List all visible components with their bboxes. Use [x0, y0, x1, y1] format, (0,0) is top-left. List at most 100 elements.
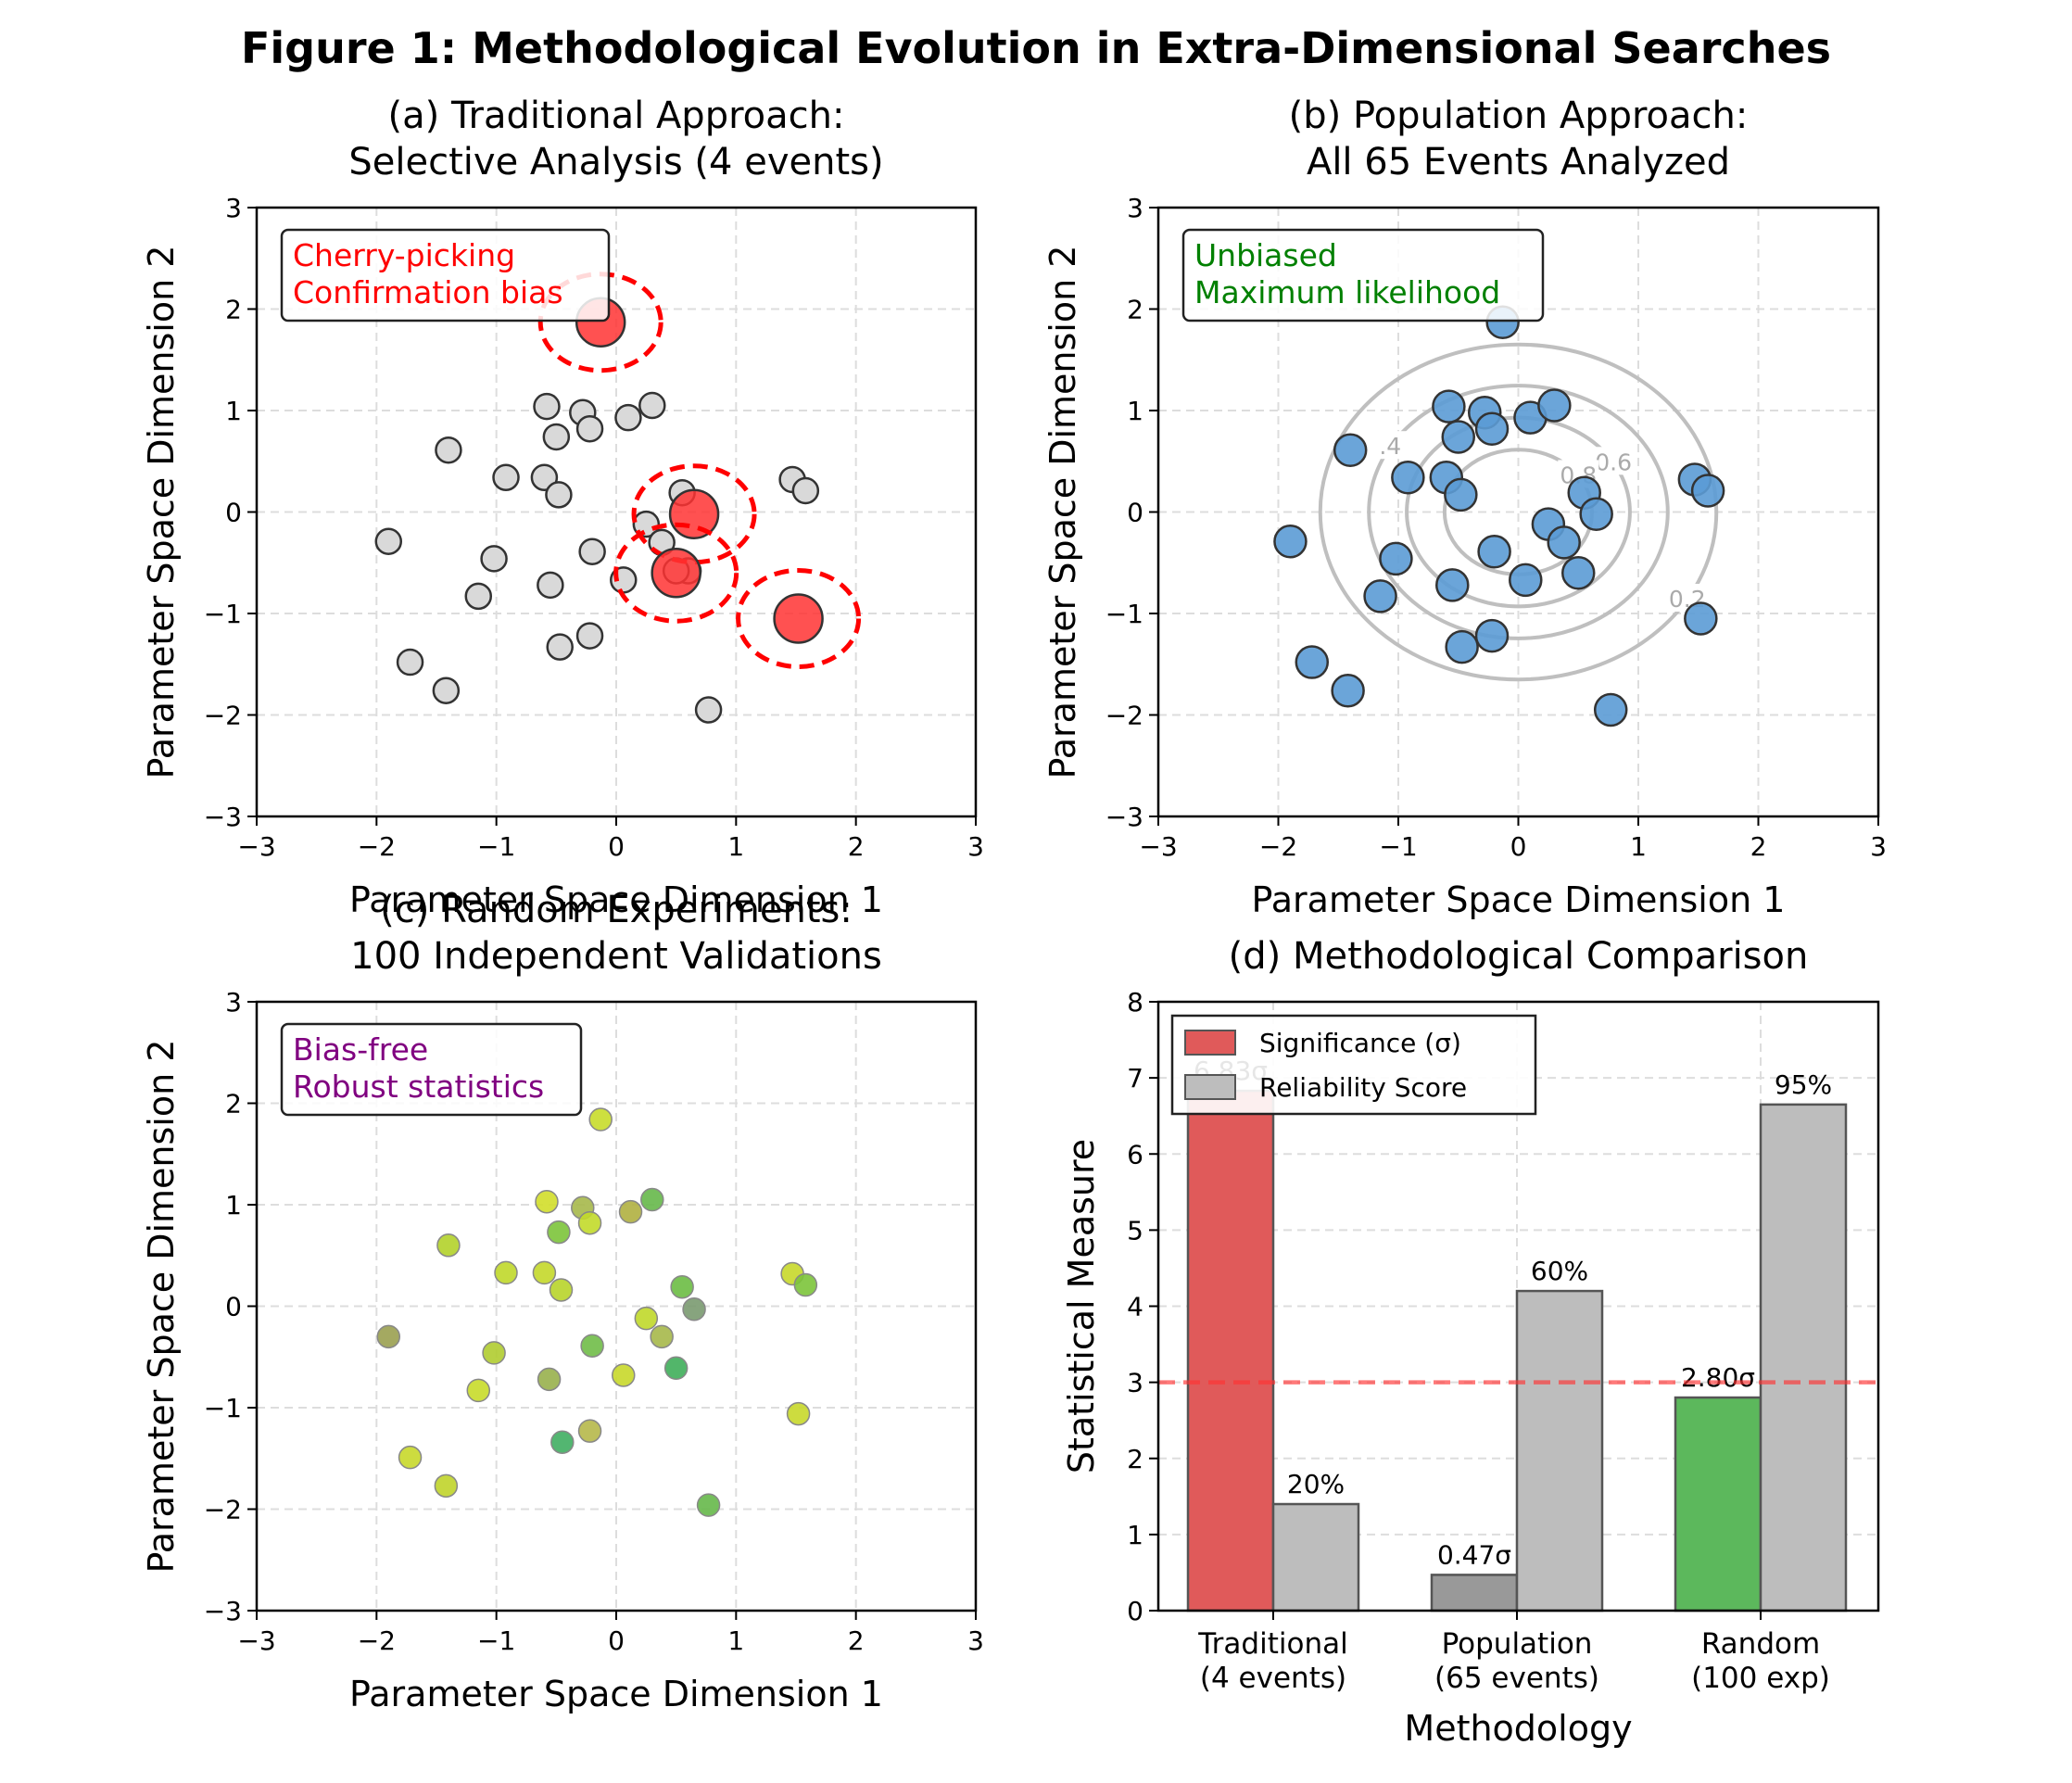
- y-tick-label: 0: [225, 1292, 242, 1322]
- y-tick-label: −3: [1105, 802, 1143, 832]
- background-event-point: [575, 622, 604, 650]
- x-tick-label: 0: [608, 1625, 625, 1656]
- event-point: [1684, 601, 1718, 636]
- background-event-point: [480, 545, 508, 573]
- experiment-point: [436, 1233, 461, 1258]
- category-label-line-1: Traditional: [1197, 1627, 1347, 1661]
- event-point: [1579, 497, 1613, 531]
- experiment-point: [537, 1367, 562, 1392]
- x-tick-label: 1: [727, 831, 744, 862]
- annotation-line: Cherry-picking: [293, 237, 515, 273]
- contour-label-bg: [1593, 447, 1635, 475]
- y-tick-label: 1: [1127, 396, 1143, 426]
- x-tick-label: −3: [237, 1625, 275, 1656]
- reliability-value-label: 20%: [1287, 1469, 1345, 1499]
- panel-title-line-1: (b) Population Approach:: [1289, 95, 1749, 137]
- x-tick-label: 2: [848, 1625, 865, 1656]
- background-event-point: [638, 391, 666, 420]
- background-event-point: [545, 481, 573, 509]
- event-point: [1474, 411, 1510, 446]
- annotation-box: [1181, 228, 1545, 322]
- contour-line: [1318, 342, 1719, 682]
- panel-title-line-2: 100 Independent Validations: [350, 935, 882, 978]
- reliability-bar: [1759, 1103, 1848, 1612]
- panel-title-line-2: All 65 Events Analyzed: [1307, 141, 1730, 183]
- y-tick-label: 4: [1127, 1292, 1143, 1322]
- experiment-point: [547, 1220, 571, 1245]
- background-event-point: [614, 403, 642, 432]
- experiment-point: [634, 1306, 659, 1331]
- y-axis-label: Parameter Space Dimension 2: [141, 1040, 182, 1574]
- x-axis-label: Methodology: [1404, 1708, 1632, 1749]
- background-event-point: [546, 633, 574, 661]
- event-point: [1509, 563, 1543, 598]
- experiment-point: [535, 1189, 559, 1214]
- event-point: [1561, 555, 1596, 590]
- x-tick-label: −3: [1139, 831, 1177, 862]
- background-event-point: [578, 537, 606, 565]
- category-label-line-2: (4 events): [1200, 1662, 1346, 1695]
- legend-label-significance: Significance (σ): [1259, 1028, 1461, 1058]
- x-tick-label: −3: [237, 831, 275, 862]
- y-tick-label: −2: [1105, 701, 1143, 731]
- significance-value-label: 2.80σ: [1681, 1362, 1755, 1393]
- significance-bar: [1186, 1089, 1275, 1612]
- experiment-point: [577, 1419, 602, 1443]
- annotation-line: Unbiased: [1194, 237, 1337, 273]
- event-point: [1690, 474, 1725, 508]
- y-tick-label: 2: [1127, 295, 1143, 325]
- event-point: [1444, 477, 1478, 512]
- experiment-point: [696, 1493, 721, 1517]
- annotation-box: [280, 228, 611, 322]
- y-tick-label: −1: [1105, 599, 1143, 629]
- background-event-point: [533, 392, 561, 421]
- x-tick-label: 0: [1510, 831, 1527, 862]
- significance-bar: [1430, 1574, 1519, 1612]
- event-point: [1441, 420, 1475, 454]
- category-label-line-2: (65 events): [1434, 1662, 1599, 1695]
- selection-ring: [736, 567, 862, 669]
- y-tick-label: −2: [204, 1495, 242, 1525]
- legend-label-reliability: Reliability Score: [1259, 1072, 1467, 1103]
- x-tick-label: −1: [477, 831, 515, 862]
- experiment-point: [670, 1274, 694, 1299]
- event-point: [1273, 525, 1308, 559]
- y-tick-label: 5: [1127, 1215, 1143, 1246]
- experiment-point: [580, 1334, 604, 1358]
- reliability-value-label: 60%: [1531, 1256, 1588, 1286]
- event-point: [1333, 433, 1368, 467]
- legend-swatch-reliability: [1184, 1074, 1236, 1100]
- background-event-point: [374, 527, 403, 556]
- event-point: [1593, 692, 1628, 727]
- y-tick-label: 2: [1127, 1444, 1143, 1474]
- experiment-point: [612, 1363, 636, 1387]
- y-tick-label: 1: [225, 1190, 242, 1220]
- category-label-line-1: Random: [1701, 1627, 1820, 1661]
- x-axis-label: Parameter Space Dimension 1: [349, 1674, 883, 1714]
- x-tick-label: 2: [1750, 831, 1767, 862]
- reliability-bar: [1271, 1502, 1360, 1612]
- category-label-line-2: (100 exp): [1691, 1662, 1830, 1695]
- y-tick-label: 3: [1127, 193, 1143, 223]
- experiment-point: [640, 1187, 664, 1212]
- experiment-point: [482, 1341, 506, 1365]
- y-axis-label: Statistical Measure: [1061, 1139, 1102, 1473]
- y-tick-label: 3: [225, 987, 242, 1018]
- event-point: [1295, 645, 1330, 679]
- experiment-point: [577, 1210, 602, 1235]
- reliability-bar: [1515, 1289, 1604, 1612]
- reliability-value-label: 95%: [1775, 1069, 1832, 1100]
- y-tick-label: 0: [1127, 1596, 1143, 1626]
- y-axis-label: Parameter Space Dimension 2: [1042, 246, 1083, 779]
- event-point: [1445, 629, 1479, 664]
- experiment-point: [786, 1401, 811, 1426]
- selected-event-point: [651, 547, 701, 599]
- event-point: [1537, 388, 1572, 423]
- background-event-point: [435, 436, 462, 464]
- experiment-point: [532, 1260, 557, 1285]
- x-axis-label: Parameter Space Dimension 1: [349, 879, 883, 920]
- selected-event-point: [773, 593, 824, 644]
- y-tick-label: −1: [204, 1393, 242, 1423]
